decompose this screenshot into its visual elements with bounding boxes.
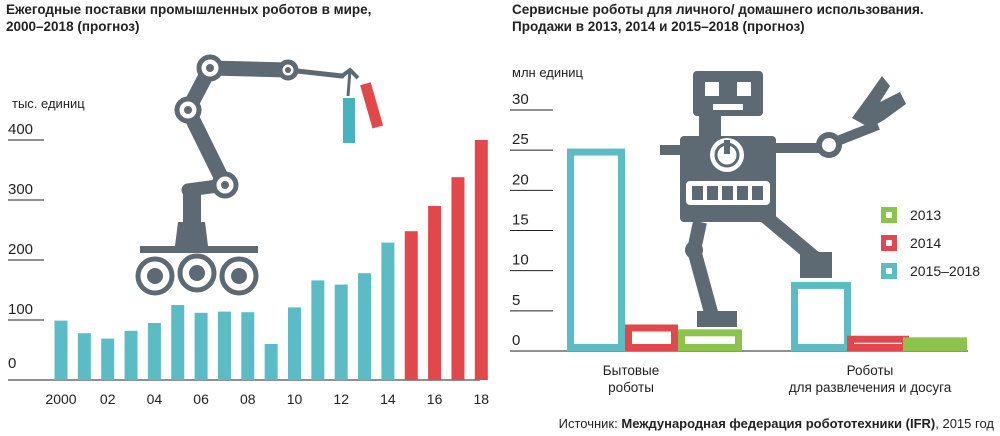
- left-bar-actual-2005: [171, 305, 185, 380]
- right-category-label: Роботы: [847, 363, 894, 378]
- right-bar-entertainment-2014: [847, 335, 909, 351]
- left-xtick-label: 10: [287, 391, 303, 407]
- left-chart-title: Ежегодные поставки промышленных роботов …: [6, 1, 466, 35]
- right-bar-entertainment-2015–2018: [791, 281, 851, 351]
- right-ytick-label: 20: [512, 171, 529, 188]
- right-title-line1: Сервисные роботы для личного/ домашнего …: [512, 2, 924, 17]
- left-xtick-label: 18: [474, 391, 490, 407]
- left-bar-forecast-2018: [474, 140, 488, 380]
- right-category-label: роботы: [608, 380, 654, 395]
- left-ytick-label: 400: [8, 121, 33, 138]
- left-bar-actual-2012: [334, 284, 348, 380]
- right-bar-household-2014: [625, 324, 678, 351]
- left-bar-actual-2006: [194, 312, 208, 380]
- right-chart-title: Сервисные роботы для личного/ домашнего …: [512, 1, 992, 35]
- right-bar-household-2015–2018: [567, 148, 625, 351]
- right-bar-entertainment-2013: [903, 337, 967, 351]
- source-suffix: , 2015 год: [935, 416, 994, 431]
- legend-swatch-hole: [886, 268, 892, 274]
- right-ytick-label: 15: [512, 212, 529, 229]
- left-xtick-label: 08: [240, 391, 256, 407]
- right-category-label: Бытовые: [603, 363, 660, 378]
- left-title-line2: 2000–2018 (прогноз): [6, 19, 140, 34]
- left-bar-actual-2003: [124, 330, 138, 380]
- left-bar-actual-2010: [288, 307, 301, 380]
- left-bar-forecast-2017: [451, 177, 465, 380]
- right-ytick-label: 10: [512, 252, 529, 269]
- legend-swatch-hole: [886, 212, 892, 218]
- source-name: Международная федерация робототехники (I…: [621, 416, 936, 431]
- left-bar-actual-2000: [54, 320, 68, 380]
- right-ytick-label: 5: [512, 292, 520, 309]
- left-bar-actual-2013: [358, 273, 372, 380]
- left-xtick-label: 16: [427, 391, 443, 407]
- left-bar-actual-2008: [241, 312, 255, 380]
- right-ytick-label: 30: [512, 91, 529, 108]
- right-title-line2: Продажи в 2013, 2014 и 2015–2018 (прогно…: [512, 19, 805, 34]
- source-prefix: Источник:: [558, 416, 622, 431]
- left-bar-forecast-2016: [428, 206, 442, 380]
- service-robot-illustration: [660, 71, 906, 327]
- legend-label: 2014: [910, 235, 941, 251]
- left-ytick-label: 0: [8, 355, 16, 372]
- left-ytick-label: 200: [8, 241, 33, 258]
- left-xtick-label: 12: [333, 391, 349, 407]
- left-ylabel: тыс. единиц: [12, 96, 85, 111]
- right-ytick-label: 25: [512, 131, 529, 148]
- left-xtick-label: 2000: [45, 391, 76, 407]
- left-xtick-label: 02: [100, 391, 116, 407]
- left-bar-actual-2002: [101, 338, 115, 380]
- right-bar-household-2013: [678, 329, 742, 351]
- left-xtick-label: 14: [380, 391, 396, 407]
- source-note: Источник: Международная федерация робото…: [559, 416, 994, 431]
- right-ytick-label: 0: [512, 332, 520, 349]
- left-bar-actual-2007: [217, 311, 231, 380]
- left-xtick-label: 04: [147, 391, 163, 407]
- left-bar-forecast-2015: [404, 231, 418, 380]
- legend-swatch-hole: [886, 240, 892, 246]
- left-ytick-label: 300: [8, 181, 33, 198]
- left-bar-actual-2004: [147, 323, 161, 380]
- left-bar-actual-2009: [264, 344, 278, 380]
- right-ylabel: млн единиц: [512, 65, 584, 80]
- right-category-label: для развлечения и досуга: [789, 380, 952, 395]
- legend-label: 2015–2018: [910, 263, 980, 279]
- left-ytick-label: 100: [8, 301, 33, 318]
- left-bar-actual-2011: [311, 280, 325, 380]
- left-bar-actual-2001: [77, 333, 91, 380]
- left-bar-actual-2014: [381, 242, 395, 380]
- left-title-line1: Ежегодные поставки промышленных роботов …: [6, 2, 372, 17]
- left-xtick-label: 06: [193, 391, 209, 407]
- legend-label: 2013: [910, 207, 941, 223]
- industrial-robot-arm-illustration: [135, 54, 384, 296]
